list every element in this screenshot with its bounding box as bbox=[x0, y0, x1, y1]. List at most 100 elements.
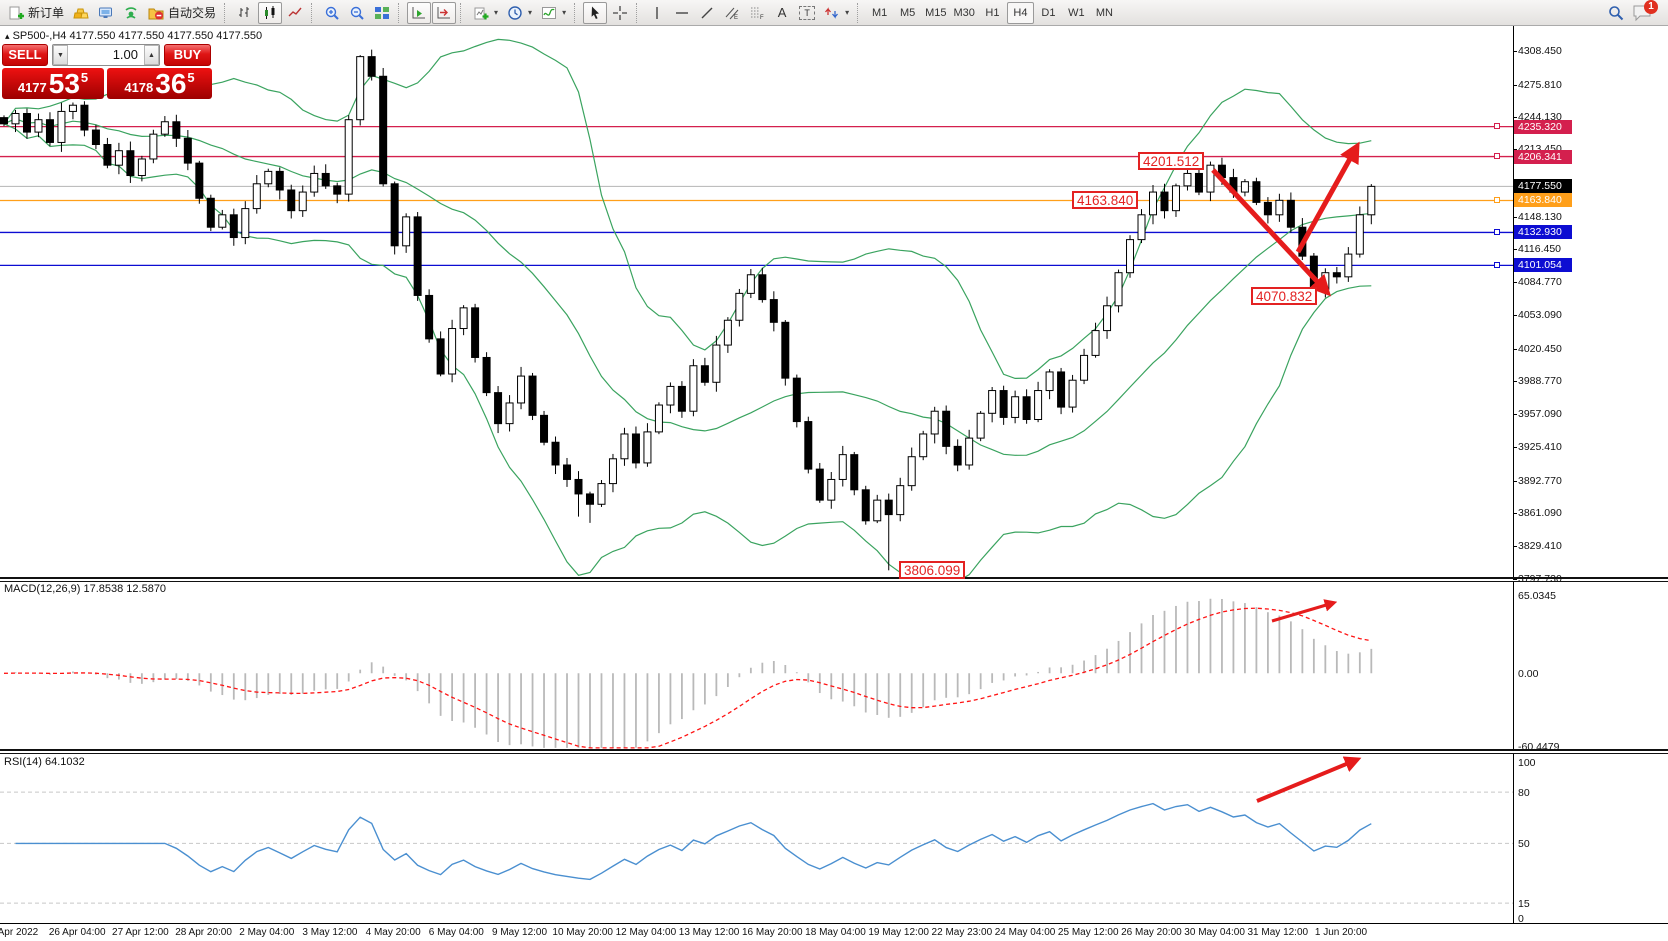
arrows-tool-button[interactable]: ▾ bbox=[820, 2, 853, 24]
zoom-out-button[interactable] bbox=[345, 2, 369, 24]
trend-arrows-layer[interactable] bbox=[1211, 141, 1362, 803]
chart-shift-button[interactable] bbox=[432, 1, 457, 24]
line-chart-icon bbox=[287, 5, 303, 21]
gold-ingot-icon bbox=[73, 5, 89, 21]
tile-windows-button[interactable] bbox=[370, 2, 394, 24]
sell-button[interactable]: SELL bbox=[2, 44, 48, 66]
new-chart-button[interactable]: ▾ bbox=[469, 2, 502, 24]
hline-handle[interactable] bbox=[1494, 196, 1500, 203]
indicators-icon bbox=[541, 5, 557, 21]
time-axis-label: 9 May 12:00 bbox=[491, 927, 548, 938]
auto-scroll-icon bbox=[411, 5, 427, 21]
periods-button[interactable]: ▾ bbox=[503, 2, 536, 24]
time-axis-label: 16 May 20:00 bbox=[741, 927, 803, 938]
cursor-tool-button[interactable] bbox=[583, 1, 608, 24]
new-order-button[interactable]: 新订单 bbox=[4, 2, 68, 24]
chevron-down-icon: ▾ bbox=[528, 8, 533, 17]
timeframe-button-m30[interactable]: M30 bbox=[951, 2, 978, 24]
candlestick-mode-button[interactable] bbox=[258, 1, 283, 24]
horizontal-level-lines-layer[interactable] bbox=[0, 125, 1513, 267]
chevron-down-icon: ▾ bbox=[562, 8, 567, 17]
hline-handle[interactable] bbox=[1494, 153, 1500, 160]
price-annotation-box[interactable]: 4163.840 bbox=[1072, 191, 1139, 209]
hline-handle[interactable] bbox=[1494, 123, 1500, 130]
rsi-layer[interactable] bbox=[0, 791, 1513, 904]
volume-value[interactable]: 1.00 bbox=[112, 47, 138, 62]
terminal-button[interactable] bbox=[94, 2, 118, 24]
auto-scroll-button[interactable] bbox=[407, 1, 432, 24]
volume-increase-button[interactable]: ▲ bbox=[144, 45, 159, 65]
hline-handle[interactable] bbox=[1494, 261, 1500, 268]
notification-badge: 1 bbox=[1644, 0, 1658, 14]
indicators-button[interactable]: ▾ bbox=[537, 2, 570, 24]
fibonacci-tool-button[interactable]: F bbox=[745, 2, 769, 24]
buy-price-tile[interactable]: 4178 36 5 bbox=[107, 68, 212, 99]
horizontal-line-tool-button[interactable] bbox=[670, 2, 694, 24]
macd-layer[interactable] bbox=[3, 598, 1373, 749]
bollinger-bands-layer[interactable] bbox=[3, 38, 1372, 582]
market-watch-gold-button[interactable] bbox=[69, 2, 93, 24]
price-annotation-box[interactable]: 4070.832 bbox=[1251, 287, 1318, 305]
trendline-tool-button[interactable] bbox=[695, 2, 719, 24]
macd-signal-line bbox=[3, 607, 1372, 749]
line-chart-mode-button[interactable] bbox=[283, 2, 307, 24]
pane-separator-macd[interactable] bbox=[0, 577, 1668, 582]
rsi-axis-label: 0 bbox=[1518, 913, 1524, 925]
macd-indicator-label: MACD(12,26,9) 17.8538 12.5870 bbox=[4, 583, 167, 595]
sell-price-tile[interactable]: 4177 53 5 bbox=[2, 68, 104, 99]
toolbar-separator bbox=[398, 2, 403, 23]
chart-canvas[interactable] bbox=[0, 26, 1668, 941]
candles-layer[interactable] bbox=[0, 49, 1376, 571]
bar-chart-mode-button[interactable] bbox=[233, 2, 257, 24]
fibonacci-icon: F bbox=[749, 5, 765, 21]
notifications-button[interactable]: 1 bbox=[1632, 0, 1658, 23]
main-toolbar: 新订单 自动交易 ▾ ▾ bbox=[0, 0, 1668, 26]
panel-collapse-icon[interactable]: ▴ bbox=[5, 31, 10, 41]
vertical-line-tool-button[interactable] bbox=[645, 2, 669, 24]
search-icon[interactable] bbox=[1608, 5, 1624, 21]
hline-handle[interactable] bbox=[1494, 228, 1500, 235]
toolbar-separator bbox=[460, 2, 465, 23]
terminal-monitor-icon bbox=[98, 5, 114, 21]
timeframe-button-m15[interactable]: M15 bbox=[922, 2, 949, 24]
rsi-axis-label: 15 bbox=[1518, 898, 1530, 911]
macd-axis-label: 0.00 bbox=[1518, 668, 1539, 681]
timeframe-button-m5[interactable]: M5 bbox=[894, 2, 921, 24]
crosshair-tool-button[interactable] bbox=[608, 2, 632, 24]
volume-decrease-button[interactable]: ▼ bbox=[53, 45, 68, 65]
timeframe-button-m1[interactable]: M1 bbox=[866, 2, 893, 24]
time-axis-label: 1 Jun 20:00 bbox=[1314, 927, 1368, 938]
auto-trading-icon bbox=[148, 5, 164, 21]
auto-trading-button[interactable]: 自动交易 bbox=[144, 2, 220, 24]
time-axis-label: 10 May 20:00 bbox=[552, 927, 614, 938]
zoom-in-button[interactable] bbox=[320, 2, 344, 24]
timeframe-button-h4[interactable]: H4 bbox=[1006, 1, 1034, 24]
timeframe-button-h1[interactable]: H1 bbox=[979, 2, 1006, 24]
timeframe-button-w1[interactable]: W1 bbox=[1063, 2, 1090, 24]
crosshair-icon bbox=[612, 5, 628, 21]
sell-price-pips: 53 bbox=[48, 68, 80, 99]
sell-price-main: 4177 bbox=[17, 80, 47, 95]
trend-arrow bbox=[1256, 756, 1362, 803]
level-price-badge: 4163.840 bbox=[1514, 193, 1572, 208]
timeframe-button-group: M1 M5 M15 M30 H1 H4 D1 W1 MN bbox=[866, 1, 1118, 24]
chart-window[interactable]: ▴ SP500-,H4 4177.550 4177.550 4177.550 4… bbox=[0, 26, 1668, 941]
volume-stepper[interactable]: ▼ 1.00 ▲ bbox=[52, 44, 160, 66]
text-tool-button[interactable]: A bbox=[770, 2, 794, 24]
time-axis[interactable]: 4 Apr 2022 26 Apr 04:00 27 Apr 12:00 28 Apr… bbox=[0, 923, 1668, 941]
price-axis-line bbox=[1513, 26, 1514, 923]
timeframe-button-mn[interactable]: MN bbox=[1091, 2, 1118, 24]
pane-separator-rsi[interactable] bbox=[0, 749, 1668, 754]
price-annotation-box[interactable]: 3806.099 bbox=[899, 561, 966, 579]
buy-button[interactable]: BUY bbox=[164, 44, 211, 66]
text-label-tool-button[interactable]: T bbox=[795, 2, 819, 24]
signal-button[interactable] bbox=[119, 2, 143, 24]
buy-price-point: 5 bbox=[187, 70, 195, 85]
time-axis-label: 3 May 12:00 bbox=[302, 927, 358, 938]
timeframe-button-d1[interactable]: D1 bbox=[1035, 2, 1062, 24]
trend-arrow bbox=[1271, 599, 1338, 623]
time-axis-label: 19 May 12:00 bbox=[868, 927, 929, 938]
equidistant-channel-tool-button[interactable]: E bbox=[720, 2, 744, 24]
price-annotation-box[interactable]: 4201.512 bbox=[1138, 152, 1205, 170]
sell-price-point: 5 bbox=[80, 70, 89, 85]
